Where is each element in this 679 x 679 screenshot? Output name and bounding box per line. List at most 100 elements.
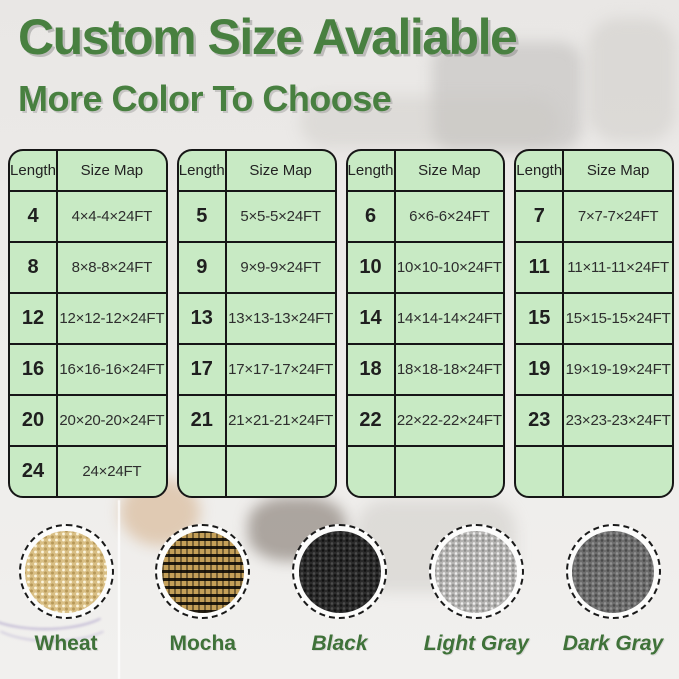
wheat-fabric-image: [25, 530, 107, 613]
size-cell: 6×6-6×24FT: [409, 208, 490, 225]
length-cell: [179, 447, 227, 496]
length-cell: 23: [516, 396, 565, 445]
table-row: 5 5×5-5×24FT: [178, 190, 335, 241]
length-cell: 6: [348, 192, 396, 241]
table-row: 4 4×4-4×24FT: [10, 190, 166, 241]
length-cell: 15: [516, 294, 565, 343]
size-table-4: Length Size Map 7 7×7-7×24FT 11 11×11-11…: [514, 149, 674, 498]
size-cell: 5×5-5×24FT: [240, 208, 321, 225]
color-swatches: Wheat Mocha Black Light Gray Dark Gray: [0, 524, 679, 656]
size-cell: 19×19-19×24FT: [565, 361, 671, 378]
light-gray-fabric-image: [435, 530, 518, 613]
length-cell: 21: [179, 396, 227, 445]
col-header-length: Length: [516, 151, 565, 190]
length-cell: 24: [10, 447, 58, 496]
table-row-empty: [178, 445, 335, 496]
length-cell: 8: [10, 243, 58, 292]
length-cell: 22: [348, 396, 396, 445]
length-cell: 7: [516, 192, 565, 241]
size-cell: 17×17-17×24FT: [228, 361, 334, 378]
table-row: 10 10×10-10×24FT: [347, 241, 504, 292]
swatch-dark-gray: Dark Gray: [563, 524, 663, 656]
size-cell: 4×4-4×24FT: [71, 208, 153, 225]
page-title: Custom Size Avaliable: [18, 9, 518, 65]
mocha-fabric-image: [161, 530, 244, 613]
swatch-dashed-ring: [565, 524, 661, 619]
table-row: 11 11×11-11×24FT: [516, 241, 672, 292]
swatch-wheat: Wheat: [16, 524, 116, 656]
table-row-empty: [516, 445, 672, 496]
table-row-empty: [347, 445, 504, 496]
size-cell: 7×7-7×24FT: [577, 208, 659, 225]
col-header-length: Length: [179, 151, 227, 190]
length-cell: 14: [348, 294, 396, 343]
length-cell: [516, 447, 565, 496]
size-cell: 9×9-9×24FT: [240, 259, 321, 276]
swatch-label-mocha: Mocha: [169, 632, 236, 655]
table-row: 23 23×23-23×24FT: [516, 394, 672, 445]
col-header-size-map: Size Map: [586, 162, 650, 179]
length-cell: 17: [179, 345, 227, 394]
size-cell: 20×20-20×24FT: [59, 412, 165, 429]
length-cell: 18: [348, 345, 396, 394]
swatch-label-light-gray: Light Gray: [423, 632, 529, 655]
table-row: 8 8×8-8×24FT: [10, 241, 166, 292]
table-row: 15 15×15-15×24FT: [516, 292, 672, 343]
swatch-dashed-ring: [18, 524, 114, 619]
length-cell: 20: [10, 396, 58, 445]
length-cell: 19: [516, 345, 565, 394]
swatch-dashed-ring: [292, 524, 387, 619]
length-cell: 9: [179, 243, 227, 292]
table-row: 6 6×6-6×24FT: [347, 190, 504, 241]
dark-gray-fabric-image: [572, 530, 654, 613]
table-header-row: Length Size Map: [10, 151, 166, 190]
swatch-label-black: Black: [311, 632, 368, 655]
col-header-length: Length: [348, 151, 396, 190]
background-thread-curve: [0, 598, 114, 642]
size-cell: 16×16-16×24FT: [59, 361, 165, 378]
length-cell: 4: [10, 192, 58, 241]
size-tables: Length Size Map 4 4×4-4×24FT 8 8×8-8×24F…: [8, 149, 674, 498]
size-cell: 18×18-18×24FT: [396, 361, 502, 378]
length-cell: 5: [179, 192, 227, 241]
size-cell: 11×11-11×24FT: [567, 259, 669, 276]
table-header-row: Length Size Map: [179, 151, 335, 190]
table-row: 9 9×9-9×24FT: [178, 241, 335, 292]
table-row: 7 7×7-7×24FT: [516, 190, 672, 241]
swatch-dashed-ring: [155, 524, 251, 619]
size-cell: [227, 447, 335, 496]
length-cell: 10: [348, 243, 396, 292]
background-photo-ghost: [432, 42, 582, 150]
size-cell: 14×14-14×24FT: [396, 310, 502, 327]
size-cell: 10×10-10×24FT: [396, 259, 502, 276]
background-photo-ghost: [300, 96, 560, 148]
table-header-row: Length Size Map: [348, 151, 504, 190]
swatch-light-gray: Light Gray: [423, 524, 529, 656]
length-cell: 16: [10, 345, 58, 394]
table-row: 21 21×21-21×24FT: [178, 394, 335, 445]
length-cell: 13: [179, 294, 227, 343]
size-cell: 22×22-22×24FT: [396, 412, 502, 429]
swatch-label-wheat: Wheat: [34, 632, 98, 655]
size-cell: 8×8-8×24FT: [71, 259, 153, 276]
size-cell: [396, 447, 504, 496]
size-table-2: Length Size Map 5 5×5-5×24FT 9 9×9-9×24F…: [176, 149, 337, 498]
table-header-row: Length Size Map: [516, 151, 672, 190]
background-thread-line: [118, 500, 120, 679]
background-photo-ghost: [588, 18, 676, 142]
black-fabric-image: [298, 530, 381, 613]
swatch-mocha: Mocha: [153, 524, 253, 656]
size-cell: 13×13-13×24FT: [228, 310, 334, 327]
size-cell: [564, 447, 672, 496]
swatch-black: Black: [290, 524, 390, 656]
table-row: 19 19×19-19×24FT: [516, 343, 672, 394]
size-cell: 15×15-15×24FT: [565, 310, 671, 327]
table-row: 13 13×13-13×24FT: [178, 292, 335, 343]
page-subtitle: More Color To Choose: [18, 78, 392, 119]
swatch-label-dark-gray: Dark Gray: [562, 632, 664, 655]
size-table-3: Length Size Map 6 6×6-6×24FT 10 10×10-10…: [345, 149, 506, 498]
col-header-size-map: Size Map: [80, 162, 144, 179]
table-row: 17 17×17-17×24FT: [178, 343, 335, 394]
table-row: 22 22×22-22×24FT: [347, 394, 504, 445]
col-header-size-map: Size Map: [418, 162, 481, 179]
